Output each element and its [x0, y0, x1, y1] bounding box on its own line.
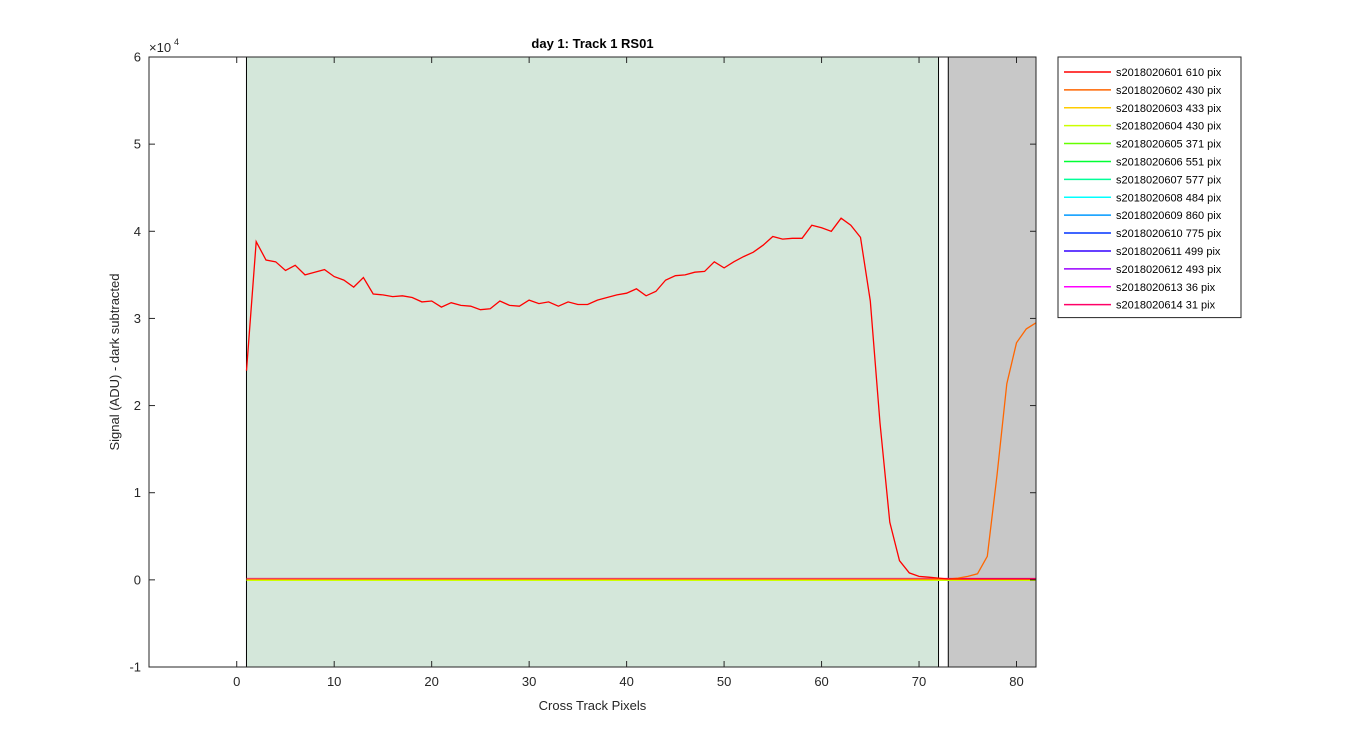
legend-item: s2018020613 36 pix [1064, 282, 1216, 294]
legend-item: s2018020602 430 pix [1064, 85, 1222, 97]
legend-label: s2018020607 577 pix [1116, 174, 1222, 186]
legend-label: s2018020601 610 pix [1116, 67, 1222, 79]
legend-label: s2018020603 433 pix [1116, 103, 1222, 115]
legend-label: s2018020609 860 pix [1116, 210, 1222, 222]
y-tick-label: 5 [134, 137, 141, 152]
x-ticks: 0 10 20 30 40 50 60 70 80 [233, 57, 1024, 689]
x-tick-label: 10 [327, 674, 341, 689]
legend-label: s2018020608 484 pix [1116, 192, 1222, 204]
y-tick-label: 3 [134, 311, 141, 326]
legend-item: s2018020605 371 pix [1064, 139, 1222, 151]
shaded-region-2 [948, 57, 1036, 667]
legend-item: s2018020604 430 pix [1064, 121, 1222, 133]
legend-label: s2018020612 493 pix [1116, 264, 1222, 276]
shaded-regions [246, 57, 1036, 667]
legend-item: s2018020610 775 pix [1064, 228, 1222, 240]
x-tick-label: 60 [814, 674, 828, 689]
x-tick-label: 20 [424, 674, 438, 689]
x-tick-label: 40 [619, 674, 633, 689]
legend-item: s2018020611 499 pix [1064, 246, 1221, 258]
x-tick-label: 50 [717, 674, 731, 689]
legend-item: s2018020601 610 pix [1064, 67, 1222, 79]
x-tick-label: 70 [912, 674, 926, 689]
legend-item: s2018020609 860 pix [1064, 210, 1222, 222]
legend-box [1057, 56, 1242, 319]
y-tick-label: 0 [134, 572, 141, 587]
y-axis-exponent: ×10 4 [149, 37, 179, 55]
y-ticks: -1 0 1 2 3 4 5 6 [129, 50, 1036, 675]
legend-item: s2018020603 433 pix [1064, 103, 1222, 115]
legend-item: s2018020614 31 pix [1064, 300, 1216, 312]
shaded-region-1 [246, 57, 939, 667]
legend: s2018020601 610 pix s2018020602 430 pix s2… [1057, 56, 1242, 319]
legend-label: s2018020613 36 pix [1116, 282, 1216, 294]
y-tick-label: 1 [134, 485, 141, 500]
legend-items: s2018020601 610 pix s2018020602 430 pix s2… [1064, 67, 1222, 312]
x-axis-label: Cross Track Pixels [539, 698, 647, 713]
x-tick-label: 0 [233, 674, 240, 689]
legend-item: s2018020607 577 pix [1064, 174, 1222, 186]
series-lines [245, 217, 1037, 581]
y-tick-label: 4 [134, 224, 141, 239]
y-tick-label: 2 [134, 398, 141, 413]
y-exponent-power: 4 [174, 37, 179, 47]
vertical-lines [245, 57, 949, 667]
legend-item: s2018020608 484 pix [1064, 192, 1222, 204]
legend-label: s2018020604 430 pix [1116, 121, 1222, 133]
legend-label: s2018020614 31 pix [1116, 300, 1216, 312]
legend-item: s2018020612 493 pix [1064, 264, 1222, 276]
legend-label: s2018020610 775 pix [1116, 228, 1222, 240]
legend-label: s2018020611 499 pix [1116, 246, 1221, 258]
plot-frame [148, 56, 1037, 668]
legend-label: s2018020606 551 pix [1116, 156, 1222, 168]
y-exponent-base: ×10 [149, 40, 171, 55]
legend-item: s2018020606 551 pix [1064, 156, 1222, 168]
x-tick-label: 30 [522, 674, 536, 689]
y-tick-label: -1 [129, 660, 141, 675]
y-tick-label: 6 [134, 50, 141, 65]
chart-title: day 1: Track 1 RS01 [531, 36, 653, 51]
x-tick-label: 80 [1009, 674, 1023, 689]
series-line-1 [245, 217, 1036, 580]
legend-label: s2018020602 430 pix [1116, 85, 1222, 97]
y-axis-label: Signal (ADU) - dark subtracted [107, 273, 122, 450]
legend-label: s2018020605 371 pix [1116, 139, 1222, 151]
